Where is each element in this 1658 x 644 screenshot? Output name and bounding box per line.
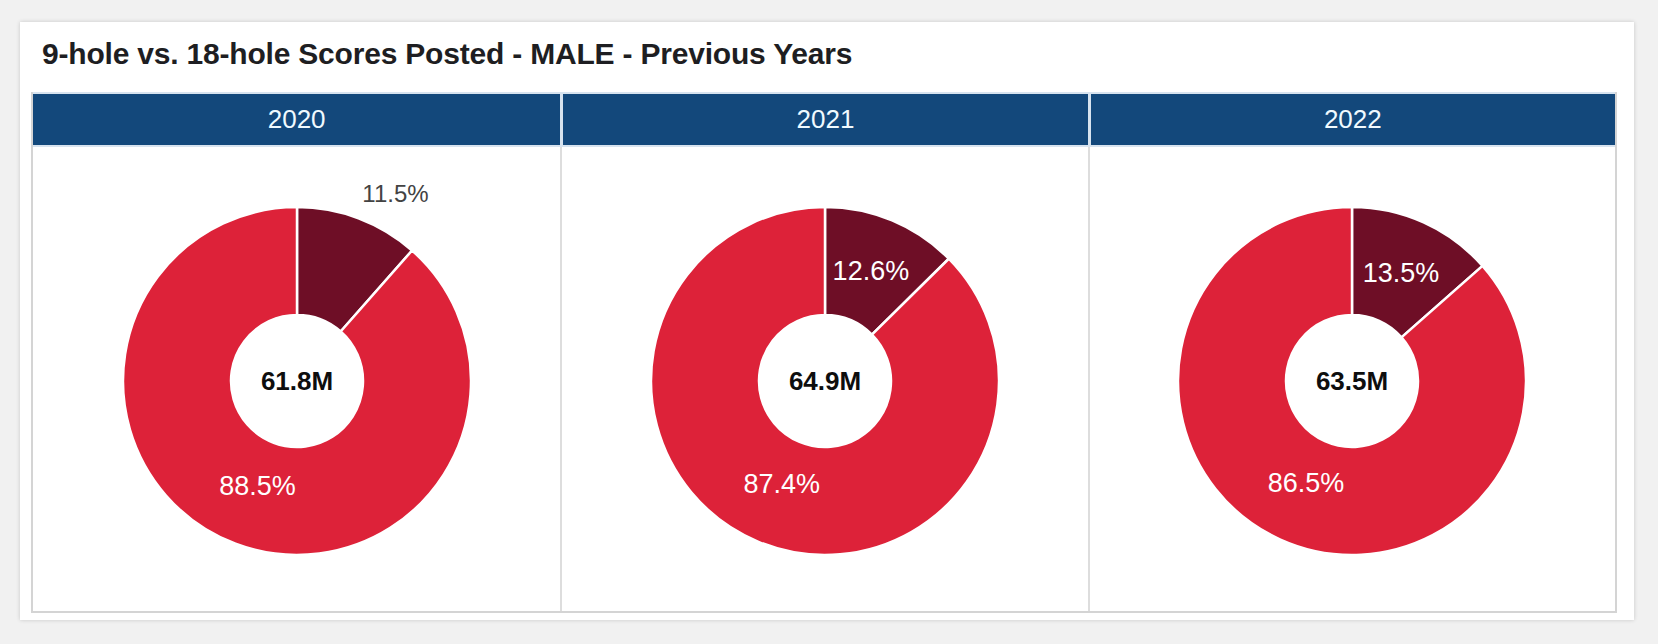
donut-chart-2021: 12.6% 87.4% 64.9M bbox=[561, 147, 1088, 611]
donut-chart-2022: 13.5% 86.5% 63.5M bbox=[1088, 147, 1615, 611]
panel-2021: 12.6% 87.4% 64.9M bbox=[560, 147, 1087, 611]
slice-label-9-hole-2020: 11.5% bbox=[362, 180, 428, 207]
panel-2020: 11.5% 88.5% 61.8M bbox=[33, 147, 560, 611]
slice-label-18-hole-2022: 86.5% bbox=[1268, 468, 1345, 498]
chart-title: 9-hole vs. 18-hole Scores Posted - MALE … bbox=[42, 37, 852, 71]
year-header-2020: 2020 bbox=[33, 94, 560, 145]
center-total-label-2020: 61.8M bbox=[261, 366, 333, 396]
slice-label-9-hole-2021: 12.6% bbox=[833, 256, 910, 286]
chart-card: 9-hole vs. 18-hole Scores Posted - MALE … bbox=[20, 22, 1634, 620]
year-header-2021: 2021 bbox=[560, 94, 1087, 145]
center-total-label-2021: 64.9M bbox=[789, 366, 861, 396]
slice-label-18-hole-2021: 87.4% bbox=[744, 469, 821, 499]
center-total-label-2022: 63.5M bbox=[1316, 366, 1388, 396]
year-header-row: 202020212022 bbox=[33, 92, 1615, 147]
year-header-2022: 2022 bbox=[1088, 94, 1615, 145]
year-comparison-grid: 202020212022 11.5% 88.5% 61.8M 12.6% 87.4% 64… bbox=[31, 92, 1617, 613]
donut-body-row: 11.5% 88.5% 61.8M 12.6% 87.4% 64.9M 13.5% 86.5%… bbox=[33, 147, 1615, 611]
panel-2022: 13.5% 86.5% 63.5M bbox=[1088, 147, 1615, 611]
slice-label-9-hole-2022: 13.5% bbox=[1363, 258, 1440, 288]
slice-label-18-hole-2020: 88.5% bbox=[219, 471, 296, 501]
donut-chart-2020: 11.5% 88.5% 61.8M bbox=[33, 147, 560, 611]
